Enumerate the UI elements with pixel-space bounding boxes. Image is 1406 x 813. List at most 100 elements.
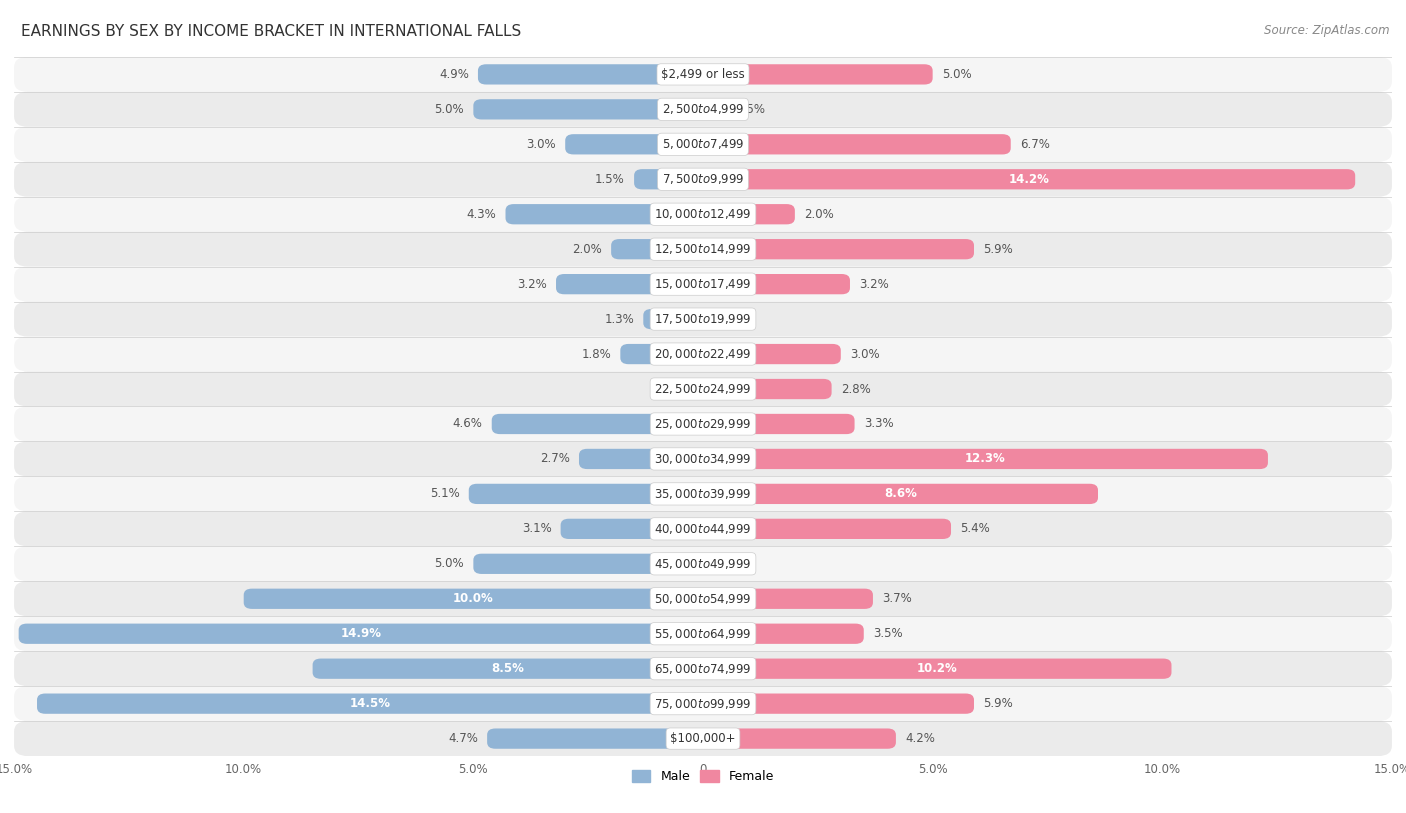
Text: $17,500 to $19,999: $17,500 to $19,999 <box>654 312 752 326</box>
FancyBboxPatch shape <box>312 659 703 679</box>
Text: 14.9%: 14.9% <box>340 628 381 640</box>
FancyBboxPatch shape <box>703 728 896 749</box>
Text: 3.0%: 3.0% <box>526 138 555 150</box>
FancyBboxPatch shape <box>703 239 974 259</box>
Text: 0.07%: 0.07% <box>716 558 752 570</box>
Text: $65,000 to $74,999: $65,000 to $74,999 <box>654 662 752 676</box>
Text: 4.7%: 4.7% <box>449 733 478 745</box>
Text: $50,000 to $54,999: $50,000 to $54,999 <box>654 592 752 606</box>
FancyBboxPatch shape <box>14 267 1392 302</box>
Text: $100,000+: $100,000+ <box>671 733 735 745</box>
FancyBboxPatch shape <box>14 162 1392 197</box>
FancyBboxPatch shape <box>14 651 1392 686</box>
Text: $22,500 to $24,999: $22,500 to $24,999 <box>654 382 752 396</box>
Text: 5.9%: 5.9% <box>983 243 1012 255</box>
Text: 4.9%: 4.9% <box>439 68 468 80</box>
Text: 0.0%: 0.0% <box>664 383 693 395</box>
FancyBboxPatch shape <box>14 197 1392 232</box>
FancyBboxPatch shape <box>14 127 1392 162</box>
Text: $5,000 to $7,499: $5,000 to $7,499 <box>662 137 744 151</box>
Text: $40,000 to $44,999: $40,000 to $44,999 <box>654 522 752 536</box>
Text: 0.35%: 0.35% <box>728 103 765 115</box>
Text: 1.5%: 1.5% <box>595 173 624 185</box>
Text: 2.0%: 2.0% <box>572 243 602 255</box>
Text: 5.4%: 5.4% <box>960 523 990 535</box>
Text: 0.0%: 0.0% <box>713 313 742 325</box>
Text: 1.3%: 1.3% <box>605 313 634 325</box>
FancyBboxPatch shape <box>14 476 1392 511</box>
FancyBboxPatch shape <box>506 204 703 224</box>
FancyBboxPatch shape <box>703 484 1098 504</box>
Text: 2.7%: 2.7% <box>540 453 569 465</box>
FancyBboxPatch shape <box>14 406 1392 441</box>
FancyBboxPatch shape <box>579 449 703 469</box>
FancyBboxPatch shape <box>14 441 1392 476</box>
Text: $20,000 to $22,499: $20,000 to $22,499 <box>654 347 752 361</box>
Text: $35,000 to $39,999: $35,000 to $39,999 <box>654 487 752 501</box>
Text: EARNINGS BY SEX BY INCOME BRACKET IN INTERNATIONAL FALLS: EARNINGS BY SEX BY INCOME BRACKET IN INT… <box>21 24 522 39</box>
Text: $45,000 to $49,999: $45,000 to $49,999 <box>654 557 752 571</box>
FancyBboxPatch shape <box>492 414 703 434</box>
Text: 4.3%: 4.3% <box>467 208 496 220</box>
Text: $55,000 to $64,999: $55,000 to $64,999 <box>654 627 752 641</box>
FancyBboxPatch shape <box>14 57 1392 92</box>
FancyBboxPatch shape <box>555 274 703 294</box>
FancyBboxPatch shape <box>703 693 974 714</box>
FancyBboxPatch shape <box>14 581 1392 616</box>
FancyBboxPatch shape <box>474 99 703 120</box>
FancyBboxPatch shape <box>243 589 703 609</box>
Text: 3.5%: 3.5% <box>873 628 903 640</box>
Text: 3.3%: 3.3% <box>863 418 893 430</box>
Text: 10.0%: 10.0% <box>453 593 494 605</box>
FancyBboxPatch shape <box>703 659 1171 679</box>
Text: 3.2%: 3.2% <box>859 278 889 290</box>
Text: 4.6%: 4.6% <box>453 418 482 430</box>
FancyBboxPatch shape <box>612 239 703 259</box>
FancyBboxPatch shape <box>18 624 703 644</box>
Text: 5.0%: 5.0% <box>942 68 972 80</box>
Text: 3.7%: 3.7% <box>882 593 912 605</box>
Text: 8.5%: 8.5% <box>491 663 524 675</box>
FancyBboxPatch shape <box>703 344 841 364</box>
Text: 3.1%: 3.1% <box>522 523 551 535</box>
FancyBboxPatch shape <box>703 449 1268 469</box>
FancyBboxPatch shape <box>14 686 1392 721</box>
FancyBboxPatch shape <box>14 302 1392 337</box>
FancyBboxPatch shape <box>703 64 932 85</box>
Text: $2,500 to $4,999: $2,500 to $4,999 <box>662 102 744 116</box>
Text: 1.8%: 1.8% <box>582 348 612 360</box>
FancyBboxPatch shape <box>478 64 703 85</box>
FancyBboxPatch shape <box>561 519 703 539</box>
FancyBboxPatch shape <box>644 309 703 329</box>
Text: Source: ZipAtlas.com: Source: ZipAtlas.com <box>1264 24 1389 37</box>
FancyBboxPatch shape <box>14 337 1392 372</box>
FancyBboxPatch shape <box>14 372 1392 406</box>
Text: 8.6%: 8.6% <box>884 488 917 500</box>
Text: $10,000 to $12,499: $10,000 to $12,499 <box>654 207 752 221</box>
Text: 3.2%: 3.2% <box>517 278 547 290</box>
FancyBboxPatch shape <box>634 169 703 189</box>
FancyBboxPatch shape <box>620 344 703 364</box>
FancyBboxPatch shape <box>565 134 703 154</box>
Text: $7,500 to $9,999: $7,500 to $9,999 <box>662 172 744 186</box>
FancyBboxPatch shape <box>703 99 718 120</box>
FancyBboxPatch shape <box>703 379 831 399</box>
Text: 2.0%: 2.0% <box>804 208 834 220</box>
Text: $15,000 to $17,499: $15,000 to $17,499 <box>654 277 752 291</box>
FancyBboxPatch shape <box>37 693 703 714</box>
FancyBboxPatch shape <box>703 274 851 294</box>
Text: 4.2%: 4.2% <box>905 733 935 745</box>
Text: $30,000 to $34,999: $30,000 to $34,999 <box>654 452 752 466</box>
FancyBboxPatch shape <box>703 414 855 434</box>
Text: 5.1%: 5.1% <box>430 488 460 500</box>
FancyBboxPatch shape <box>14 616 1392 651</box>
Text: $2,499 or less: $2,499 or less <box>661 68 745 80</box>
Text: 5.0%: 5.0% <box>434 558 464 570</box>
FancyBboxPatch shape <box>14 92 1392 127</box>
FancyBboxPatch shape <box>703 169 1355 189</box>
Text: 14.2%: 14.2% <box>1008 173 1049 185</box>
FancyBboxPatch shape <box>703 519 950 539</box>
FancyBboxPatch shape <box>486 728 703 749</box>
FancyBboxPatch shape <box>14 546 1392 581</box>
FancyBboxPatch shape <box>703 134 1011 154</box>
